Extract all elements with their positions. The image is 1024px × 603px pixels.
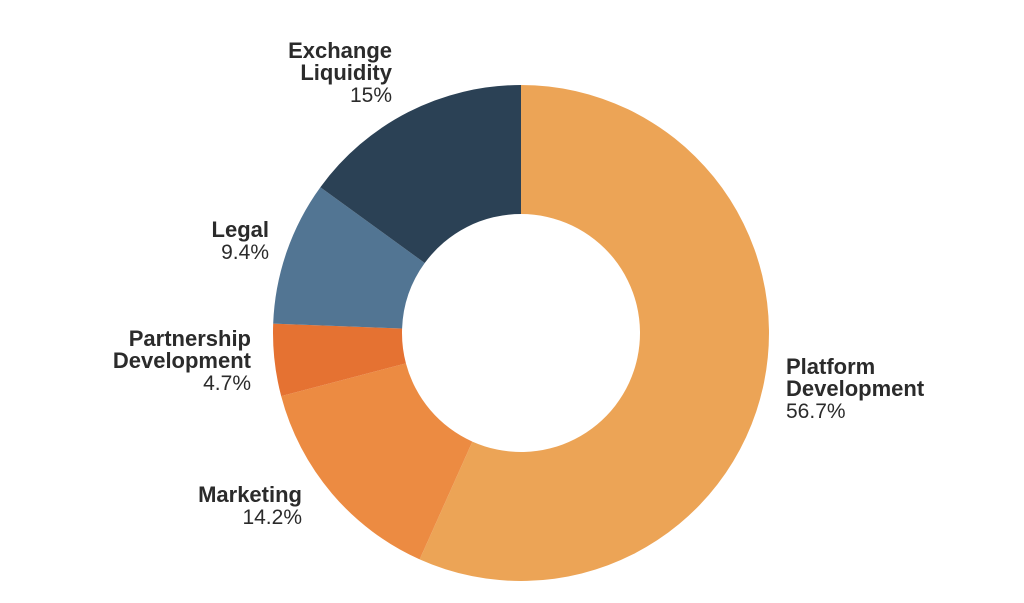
slice-percent-label: 9.4% <box>221 241 269 264</box>
slice-percent-label: 4.7% <box>203 372 251 395</box>
slice-name-line: Marketing <box>198 482 302 507</box>
slice-name-line: Development <box>113 348 252 373</box>
slice-name-line: Partnership <box>129 326 251 351</box>
slice-name-line: Legal <box>212 217 269 242</box>
slice-platform-development <box>419 85 769 582</box>
slice-partnership-development <box>273 323 406 397</box>
slices-layer <box>273 85 769 582</box>
slice-name-line: Development <box>786 376 925 401</box>
slice-exchange-liquidity <box>320 85 521 264</box>
slice-percent-label: 56.7% <box>786 400 846 423</box>
slice-percent-label: 14.2% <box>242 506 302 529</box>
slice-marketing <box>281 363 473 560</box>
slice-name-line: Exchange <box>288 38 392 63</box>
slice-name-line: Liquidity <box>300 60 392 85</box>
slice-legal <box>273 187 425 329</box>
labels-layer: PlatformDevelopment56.7%Marketing14.2%Pa… <box>113 38 925 529</box>
slice-name-line: Platform <box>786 354 875 379</box>
slice-percent-label: 15% <box>350 84 392 107</box>
